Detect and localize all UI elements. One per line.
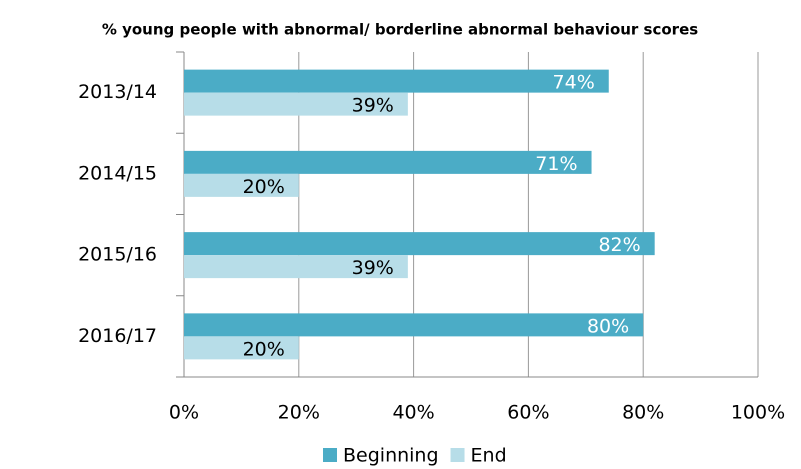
x-tick-label: 60% xyxy=(507,402,549,424)
bar xyxy=(184,336,299,360)
bar xyxy=(184,255,408,279)
legend-label: Beginning xyxy=(343,445,439,467)
bar xyxy=(184,92,408,116)
x-tick-label: 100% xyxy=(731,402,785,424)
x-tick-label: 40% xyxy=(392,402,434,424)
value-label: 20% xyxy=(243,176,285,198)
y-tick-label: 2016/17 xyxy=(78,325,157,347)
legend-swatch xyxy=(450,448,465,462)
value-label: 80% xyxy=(587,315,629,337)
bar xyxy=(184,173,299,197)
value-label: 39% xyxy=(352,257,394,279)
value-label: 39% xyxy=(352,95,394,117)
chart-title: % young people with abnormal/ borderline… xyxy=(102,21,698,39)
y-tick-label: 2014/15 xyxy=(78,162,157,184)
legend-label: End xyxy=(471,445,507,467)
bar xyxy=(184,150,592,174)
value-label: 71% xyxy=(535,153,577,175)
bar xyxy=(184,69,609,93)
value-label: 74% xyxy=(553,72,595,94)
value-label: 82% xyxy=(598,234,640,256)
x-tick-label: 80% xyxy=(622,402,664,424)
value-label: 20% xyxy=(243,338,285,360)
legend-swatch xyxy=(323,448,337,462)
bar xyxy=(184,313,644,337)
bar xyxy=(184,232,655,256)
y-tick-label: 2013/14 xyxy=(78,81,157,103)
x-tick-label: 0% xyxy=(169,402,199,424)
y-tick-label: 2015/16 xyxy=(78,244,157,266)
x-tick-label: 20% xyxy=(278,402,320,424)
